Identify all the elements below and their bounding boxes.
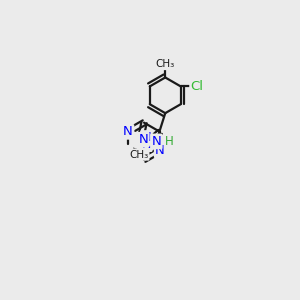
Text: O: O (138, 136, 148, 149)
Text: CH₃: CH₃ (129, 150, 148, 160)
Text: N: N (152, 135, 161, 148)
Text: N: N (141, 131, 151, 145)
Text: N: N (138, 133, 148, 146)
Text: N: N (155, 144, 165, 157)
Text: CH₃: CH₃ (156, 59, 175, 69)
Text: N: N (123, 125, 133, 138)
Text: H: H (165, 135, 173, 148)
Text: N: N (135, 134, 145, 147)
Text: Cl: Cl (190, 80, 203, 93)
Text: N: N (141, 138, 151, 151)
